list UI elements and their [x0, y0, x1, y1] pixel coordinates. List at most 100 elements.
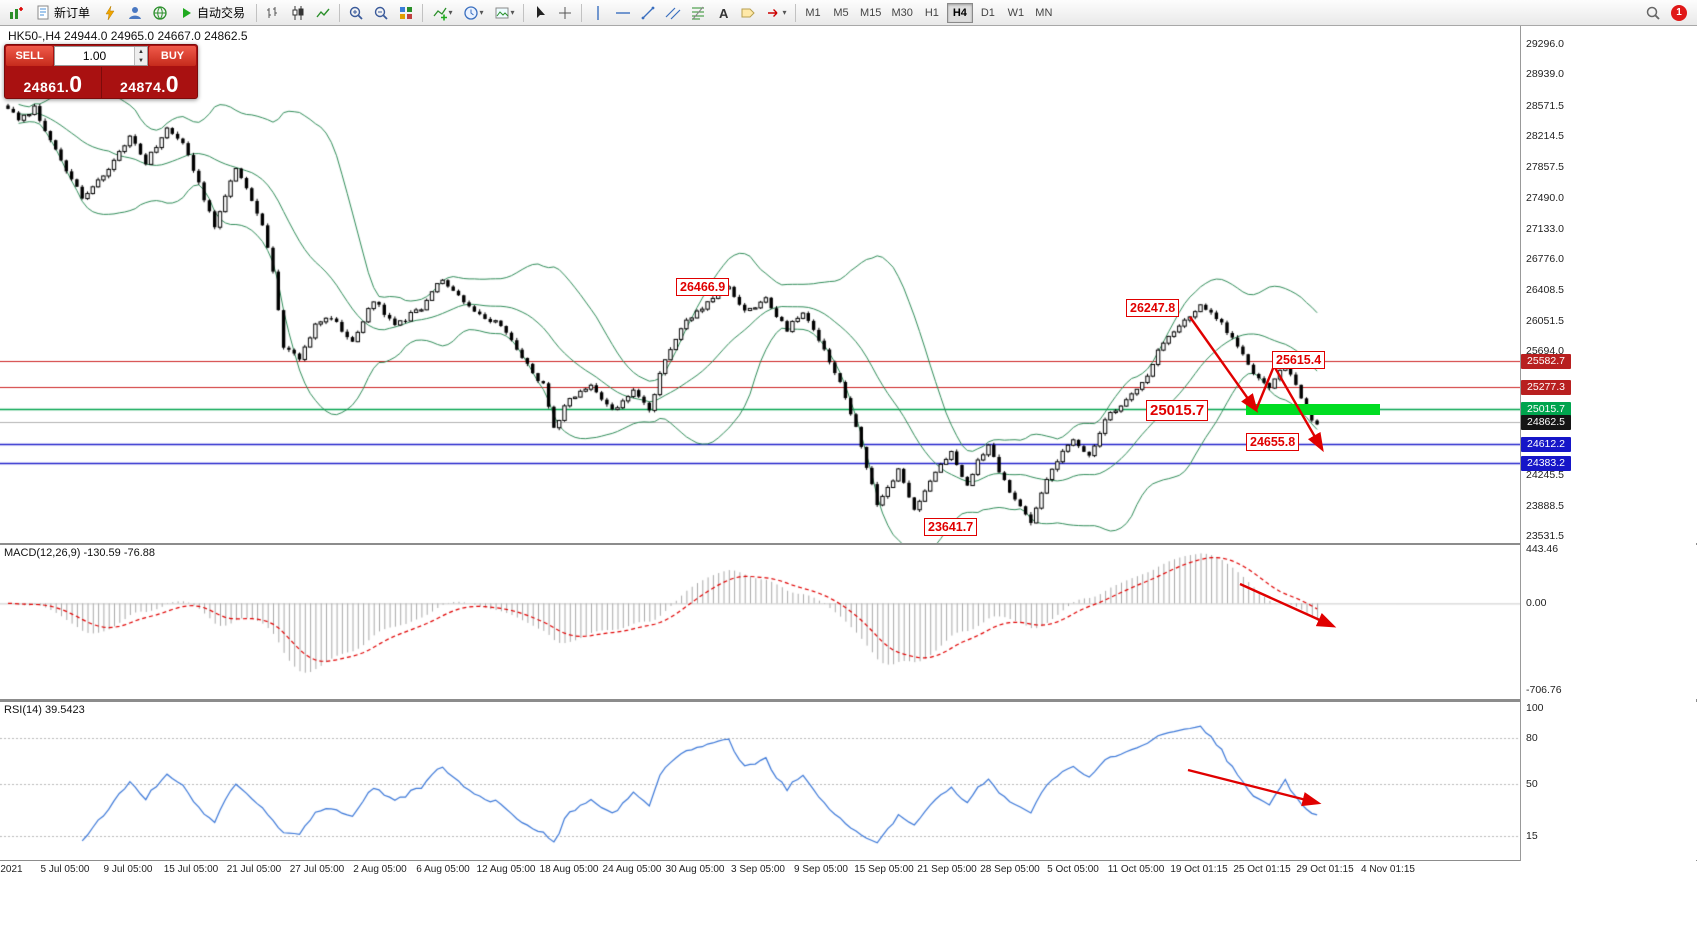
sell-price[interactable]: 24861. 0: [5, 67, 101, 98]
time-axis-label: 9 Jul 05:00: [103, 864, 153, 875]
text-label-button[interactable]: [736, 2, 760, 24]
horizontal-line-button[interactable]: [611, 2, 635, 24]
toolbar-separator: [339, 3, 341, 22]
macd-axis-label: -706.76: [1526, 684, 1562, 697]
svg-text:A: A: [719, 6, 729, 21]
price-axis-label: 28939.0: [1526, 68, 1564, 81]
globe-icon: [153, 5, 167, 20]
timeframe-m15[interactable]: M15: [856, 3, 885, 23]
time-axis-label: 3 Sep 05:00: [731, 864, 785, 875]
timeframe-m5[interactable]: M5: [828, 3, 854, 23]
rsi-panel-canvas[interactable]: [0, 702, 1520, 860]
cursor-icon: [537, 5, 546, 18]
trade-panel-controls: SELL ▲ ▼ BUY: [5, 45, 197, 67]
chevron-down-icon: ▾: [448, 8, 453, 17]
text-tool-button[interactable]: A: [711, 2, 735, 24]
tile-windows-icon: [400, 6, 413, 19]
vertical-line-button[interactable]: [586, 2, 610, 24]
new-chart-button[interactable]: [4, 2, 28, 24]
periods-button[interactable]: ▾: [458, 2, 488, 24]
sell-button[interactable]: SELL: [6, 46, 53, 66]
channel-icon: [665, 7, 681, 19]
time-axis[interactable]: Jun 2021 5 Jul 05:00 9 Jul 05:00 15 Jul 05:…: [0, 861, 1697, 881]
time-axis-label: 18 Aug 05:00: [539, 864, 599, 875]
crosshair-icon: [559, 6, 572, 19]
bar-chart-button[interactable]: [261, 2, 285, 24]
macd-panel-canvas[interactable]: [0, 545, 1520, 699]
timeframe-d1[interactable]: D1: [975, 3, 1001, 23]
new-order-button[interactable]: 新订单: [29, 2, 97, 24]
fibonacci-icon: [692, 6, 705, 19]
time-axis-label: 6 Aug 05:00: [416, 864, 470, 875]
community-button[interactable]: [148, 2, 172, 24]
notification-badge[interactable]: 1: [1671, 4, 1687, 21]
search-button[interactable]: [1641, 2, 1665, 24]
buy-price-big-digit: 0: [165, 71, 179, 98]
price-axis-label: 24245.5: [1526, 469, 1564, 482]
metaeditor-button[interactable]: [98, 2, 122, 24]
time-axis-label: 21 Jul 05:00: [226, 864, 282, 875]
channel-button[interactable]: [661, 2, 685, 24]
line-chart-button[interactable]: [311, 2, 335, 24]
time-axis-label: 19 Oct 01:15: [1170, 864, 1228, 875]
line-chart-icon: [316, 8, 330, 17]
timeframe-w1[interactable]: W1: [1003, 3, 1029, 23]
price-annotation[interactable]: 26466.9: [676, 278, 730, 296]
buy-price-main: 24874.: [119, 79, 166, 95]
zoom-out-icon: [374, 6, 388, 20]
time-axis-label: Jun 2021: [0, 864, 23, 875]
time-axis-label: 30 Aug 05:00: [665, 864, 725, 875]
panel-separator[interactable]: [0, 543, 1697, 545]
price-tag-24612.2: 24612.2: [1521, 436, 1571, 452]
timeframe-m1[interactable]: M1: [800, 3, 826, 23]
time-axis-label: 24 Aug 05:00: [602, 864, 662, 875]
buy-button[interactable]: BUY: [149, 46, 196, 66]
price-annotation[interactable]: 23641.7: [924, 518, 978, 536]
clock-icon: [463, 5, 478, 20]
price-annotation[interactable]: 25615.4: [1272, 351, 1326, 369]
horizontal-line-icon: [616, 11, 631, 14]
price-annotation[interactable]: 26247.8: [1126, 299, 1180, 317]
timeframe-h1[interactable]: H1: [919, 3, 945, 23]
main-chart-canvas[interactable]: [0, 26, 1520, 543]
timeframe-m30[interactable]: M30: [887, 3, 916, 23]
price-axis-border: [1520, 26, 1521, 861]
indicators-button[interactable]: ▾: [427, 2, 457, 24]
fibonacci-button[interactable]: [686, 2, 710, 24]
crosshair-button[interactable]: [553, 2, 577, 24]
auto-trading-button[interactable]: 自动交易: [173, 2, 252, 24]
price-annotation[interactable]: 25015.7: [1146, 400, 1209, 421]
toolbar-separator: [256, 3, 258, 22]
price-axis[interactable]: 29296.0 28939.0 28571.5 28214.5 27857.5 27490…: [1521, 26, 1696, 861]
zoom-in-button[interactable]: [344, 2, 368, 24]
volume-input[interactable]: [55, 47, 134, 65]
price-annotation[interactable]: 24655.8: [1246, 433, 1300, 451]
timeframe-h4[interactable]: H4: [946, 2, 973, 23]
profile-button[interactable]: [123, 2, 147, 24]
volume-up-button[interactable]: ▲: [135, 47, 147, 56]
cursor-button[interactable]: [528, 2, 552, 24]
label-icon: [741, 8, 755, 17]
macd-indicator-label: MACD(12,26,9) -130.59 -76.88: [4, 547, 156, 559]
panel-separator[interactable]: [0, 699, 1697, 702]
time-axis-label: 21 Sep 05:00: [917, 864, 977, 875]
timeframe-mn[interactable]: MN: [1031, 3, 1057, 23]
auto-trading-label: 自动交易: [197, 6, 246, 20]
one-click-trading-panel: SELL ▲ ▼ BUY 24861. 0 24874. 0: [4, 44, 198, 99]
candlestick-chart-icon: [292, 5, 304, 20]
time-axis-label: 2 Aug 05:00: [353, 864, 407, 875]
volume-stepper: ▲ ▼: [54, 46, 148, 66]
zoom-out-button[interactable]: [369, 2, 393, 24]
volume-down-button[interactable]: ▼: [135, 56, 147, 65]
rsi-indicator-label: RSI(14) 39.5423: [4, 704, 85, 716]
toolbar: 新订单 自动交易 ▾ ▾ ▾: [0, 0, 1697, 26]
time-axis-label: 11 Oct 05:00: [1107, 864, 1165, 875]
tile-windows-button[interactable]: [394, 2, 418, 24]
trendline-button[interactable]: [636, 2, 660, 24]
candlestick-chart-button[interactable]: [286, 2, 310, 24]
buy-price[interactable]: 24874. 0: [100, 67, 198, 98]
new-chart-icon: [10, 6, 23, 19]
templates-button[interactable]: ▾: [489, 2, 519, 24]
shapes-button[interactable]: ▾: [761, 2, 791, 24]
